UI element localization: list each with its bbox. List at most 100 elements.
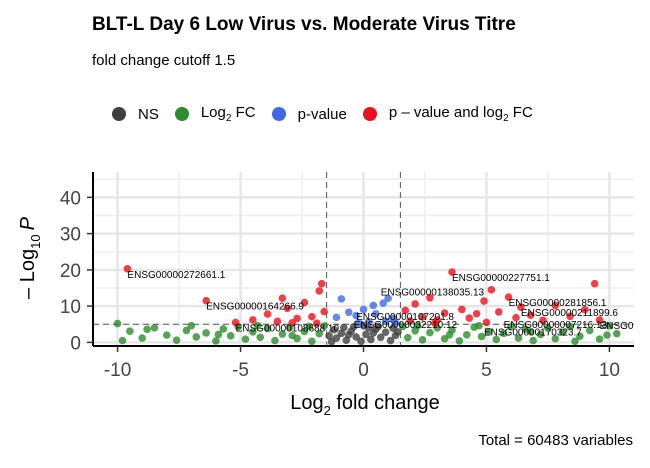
fc-point — [126, 327, 134, 335]
significant-point — [320, 307, 328, 316]
significant-point — [273, 317, 282, 326]
fc-point — [278, 330, 287, 338]
fc-point — [226, 332, 235, 340]
fc-point — [187, 321, 196, 330]
ns-point — [352, 333, 360, 341]
legend-label-both: p – value and log2 FC — [388, 104, 533, 124]
significant-point — [263, 310, 272, 318]
x-tick-label: -5 — [232, 360, 249, 381]
significant-point — [590, 279, 599, 288]
legend-label-ns: NS — [138, 105, 159, 123]
pvalue-point — [384, 294, 392, 302]
legend-swatch-log2fc — [174, 107, 189, 121]
significant-point — [293, 314, 301, 323]
fc-point — [605, 321, 614, 330]
ns-point — [330, 325, 338, 334]
fc-point — [492, 335, 501, 344]
ns-point — [332, 334, 341, 342]
fc-point — [499, 329, 508, 338]
fc-point — [445, 330, 454, 339]
ns-point — [340, 323, 348, 332]
ns-point — [344, 330, 353, 339]
legend-item-log2fc: Log2 FC — [174, 104, 256, 124]
legend: NS Log2 FC p-value p – value and log2 FC — [112, 100, 549, 128]
fc-point — [475, 321, 483, 330]
y-tick-label: 10 — [60, 297, 81, 318]
fc-point — [566, 322, 574, 331]
significant-point — [317, 279, 326, 288]
significant-point — [440, 309, 449, 317]
pvalue-point — [391, 319, 400, 327]
pvalue-point — [371, 309, 380, 318]
significant-point — [426, 293, 434, 302]
legend-item-both: p – value and log2 FC — [362, 104, 533, 124]
significant-point — [278, 294, 287, 302]
gene-labels: ENSG00000272661.1 ENSG00000164266.9 ENSG00… — [127, 270, 633, 339]
legend-item-ns: NS — [112, 106, 159, 123]
significant-point — [202, 296, 210, 305]
fc-point — [212, 337, 220, 345]
fc-point — [399, 322, 407, 331]
fc-point — [162, 331, 171, 339]
significant-point — [448, 268, 456, 276]
pvalue-point — [364, 318, 373, 326]
significant-point — [517, 303, 525, 312]
gene-label: ENSG00000281856.1 — [509, 298, 607, 309]
significant-point — [480, 297, 488, 305]
fc-point — [403, 333, 412, 342]
fc-point — [526, 328, 535, 336]
ns-point — [386, 336, 395, 345]
fc-point — [308, 337, 316, 346]
significant-point — [465, 314, 474, 322]
significant-point — [512, 313, 520, 322]
significant-point — [494, 308, 503, 316]
pvalue-point — [337, 295, 346, 303]
significant-point — [123, 264, 132, 273]
fc-point — [202, 329, 210, 337]
axes: -10 -5 0 5 10 0 10 20 30 40 — [60, 172, 634, 381]
significant-point — [418, 313, 427, 321]
fc-point — [536, 330, 545, 339]
significant-point — [595, 316, 604, 324]
pvalue-point — [332, 313, 341, 322]
significant-point — [504, 293, 513, 301]
y-tick-label: 0 — [70, 333, 81, 354]
fc-point — [595, 335, 604, 343]
gene-label: ENSG00000211899.6 — [521, 308, 619, 319]
ns-point — [325, 332, 333, 340]
significant-point — [581, 305, 589, 314]
significant-point — [526, 311, 535, 319]
pvalue-point — [359, 305, 368, 314]
fc-point — [138, 334, 146, 342]
legend-label-log2fc: Log2 FC — [200, 104, 256, 124]
significant-point — [283, 304, 292, 313]
chart-title: BLT-L Day 6 Low Virus vs. Moderate Virus… — [92, 14, 516, 35]
fc-point — [192, 333, 201, 341]
significant-point — [315, 287, 324, 295]
fc-point — [263, 324, 272, 333]
significant-point — [566, 312, 574, 321]
significant-point — [308, 312, 316, 321]
fc-point — [576, 332, 584, 341]
ns-point — [362, 330, 370, 339]
gene-label: ENSG00000107201.8 — [356, 312, 454, 323]
significant-point — [539, 316, 547, 325]
significant-point — [406, 317, 415, 325]
x-tick-label: 5 — [481, 360, 492, 381]
significant-point — [458, 305, 466, 314]
fc-point — [271, 336, 279, 345]
fc-point — [544, 324, 552, 333]
fc-point — [118, 336, 127, 345]
fc-point — [612, 329, 621, 338]
legend-swatch-both — [362, 107, 377, 121]
significant-point — [482, 318, 491, 327]
fc-point — [455, 337, 464, 345]
pvalue-point — [354, 319, 363, 327]
x-tick-label: 0 — [358, 360, 369, 381]
ns-point — [394, 328, 402, 336]
fc-point — [413, 321, 422, 330]
gene-label: ENSG00000007216.13 — [504, 320, 608, 331]
chart-subtitle: fold change cutoff 1.5 — [92, 52, 236, 69]
fc-point — [603, 331, 611, 339]
